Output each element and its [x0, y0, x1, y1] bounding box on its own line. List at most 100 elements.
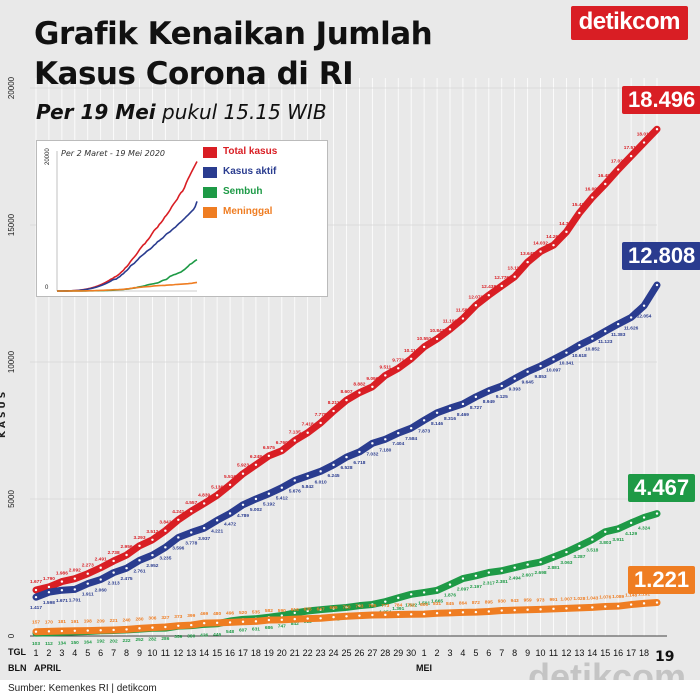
data-point [487, 293, 491, 297]
data-point [500, 609, 503, 612]
data-label: 1.089 [612, 594, 624, 600]
data-label: 8.949 [483, 399, 495, 405]
data-label: 222 [123, 638, 131, 644]
data-label: 12.438 [481, 284, 496, 290]
data-label: 773 [381, 603, 389, 609]
data-label: 16.496 [598, 173, 613, 179]
data-point [60, 589, 64, 592]
data-label: 1.417 [30, 605, 42, 611]
data-point [151, 626, 154, 629]
x-tick-label: 21 [290, 648, 300, 658]
data-point [629, 521, 633, 525]
inset-subtitle: Per 2 Maret - 19 Mei 2020 [61, 149, 166, 158]
data-point [151, 553, 154, 557]
data-label: 9.511 [379, 364, 391, 370]
data-label: 10.097 [546, 367, 561, 373]
data-label: 11.587 [456, 308, 471, 314]
callout-recovered: 4.467 [628, 474, 696, 502]
data-point [34, 595, 38, 599]
data-point [202, 526, 206, 530]
data-point [86, 629, 89, 632]
x-tick-label: 1 [33, 648, 38, 658]
x-tick-label: 5 [85, 648, 90, 658]
data-point [371, 442, 374, 445]
x-tick-label: 30 [406, 648, 416, 658]
data-point [591, 337, 594, 340]
data-point [578, 606, 581, 610]
data-point [435, 589, 439, 592]
data-label: 10.843 [430, 328, 445, 334]
data-label: 198 [84, 619, 92, 625]
data-point [371, 603, 374, 606]
data-point [409, 593, 413, 596]
data-point [435, 612, 439, 615]
data-label: 2.491 [95, 557, 107, 563]
data-point [332, 607, 335, 610]
data-point [125, 566, 128, 570]
data-point [371, 385, 374, 388]
data-point [332, 409, 335, 413]
legend-swatch-total [203, 147, 217, 158]
data-label: 2.475 [121, 576, 133, 582]
x-tick-label: 17 [626, 648, 636, 658]
data-point [190, 509, 193, 513]
data-label: 845 [446, 601, 454, 607]
data-point [319, 421, 322, 425]
data-point [47, 630, 51, 633]
data-label: 7.584 [405, 436, 417, 442]
x-tick-label: 23 [316, 648, 326, 658]
data-label: 12.054 [637, 314, 652, 320]
data-point [293, 439, 296, 442]
x-tick-label: 29 [393, 648, 403, 658]
data-label: 747 [278, 624, 286, 630]
data-label: 2.197 [470, 584, 482, 590]
x-tick-label: 2 [46, 648, 51, 658]
data-point [655, 512, 659, 515]
data-point [177, 518, 180, 521]
data-point [629, 603, 633, 606]
data-label: 864 [459, 600, 467, 606]
data-point [228, 512, 232, 515]
data-point [513, 275, 516, 278]
data-point [409, 426, 413, 430]
legend-swatch-active [203, 167, 217, 178]
y-tick-label: 20000 [7, 76, 16, 99]
data-label: 5.923 [237, 463, 249, 469]
x-tick-label: 12 [561, 648, 571, 658]
data-point [345, 398, 348, 402]
source-bar: Sumber: Kemenkes RI | detikcom [0, 680, 700, 700]
data-label: 13.112 [507, 266, 522, 272]
data-point [526, 370, 529, 373]
data-label: 2.881 [547, 565, 559, 571]
data-point [565, 550, 568, 554]
legend-active: Kasus aktif [223, 166, 277, 177]
data-point [125, 553, 128, 557]
data-point [345, 606, 348, 609]
data-point [422, 612, 426, 616]
data-label: 720 [342, 604, 350, 610]
data-label: 5.516 [224, 474, 236, 480]
data-point [435, 337, 439, 341]
data-point [358, 450, 361, 454]
data-label: 1.043 [586, 595, 598, 601]
callout-total: 18.496 [622, 86, 700, 114]
data-point [177, 536, 180, 539]
data-point [280, 618, 284, 622]
subtitle-time: pukul 15.15 WIB [155, 100, 327, 124]
data-point [267, 454, 271, 458]
data-point [151, 538, 154, 541]
data-label: 1.007 [560, 596, 572, 602]
x-tick-label: 18 [251, 648, 261, 658]
data-label: 327 [161, 615, 169, 621]
data-label: 3.803 [599, 540, 611, 546]
data-point [552, 358, 555, 361]
x-tick-label: 24 [329, 648, 339, 658]
data-label: 792 [407, 602, 415, 608]
data-label: 11.192 [443, 318, 458, 324]
data-point [642, 141, 646, 144]
data-label: 8.727 [470, 405, 482, 411]
data-label: 647 [317, 606, 325, 612]
data-label: 959 [524, 598, 532, 604]
data-label: 1.591 [418, 600, 430, 606]
data-point [591, 538, 594, 541]
